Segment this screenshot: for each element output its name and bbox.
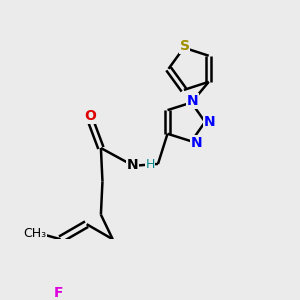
Text: N: N [127, 158, 138, 172]
Text: N: N [186, 94, 198, 108]
Text: H: H [146, 158, 155, 171]
Text: CH₃: CH₃ [24, 227, 47, 240]
Text: O: O [84, 109, 96, 123]
Text: N: N [190, 136, 202, 150]
Text: N: N [204, 115, 216, 129]
Text: S: S [180, 39, 190, 53]
Text: F: F [54, 286, 64, 300]
